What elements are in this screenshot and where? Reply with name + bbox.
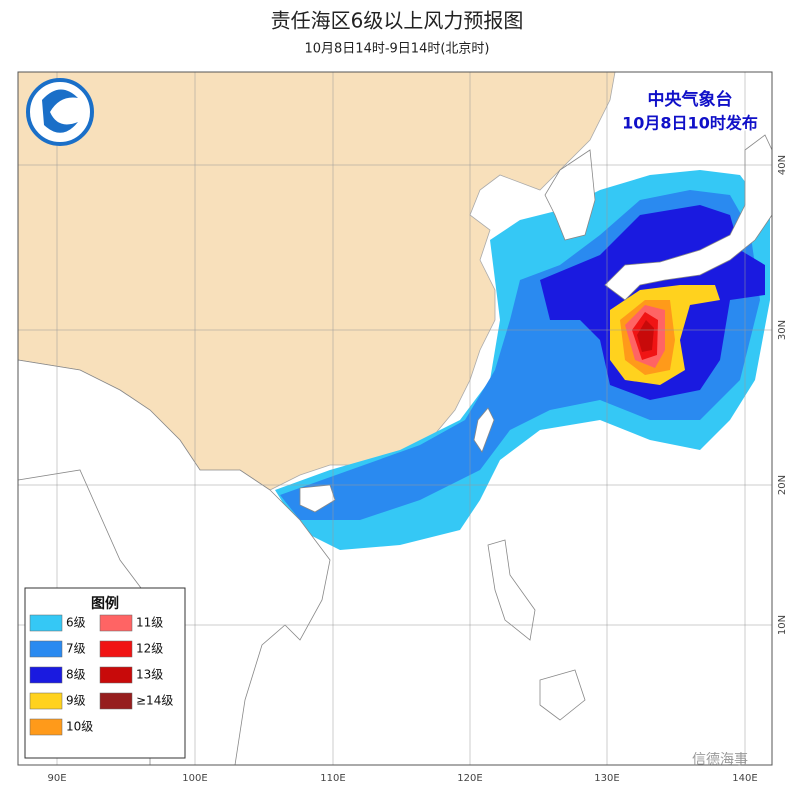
logo-ring bbox=[26, 78, 94, 146]
legend-swatch bbox=[29, 640, 63, 658]
foreign-land bbox=[17, 134, 773, 766]
lon-label: 100E bbox=[182, 773, 207, 784]
hainan bbox=[299, 484, 336, 513]
legend-label: 6级 bbox=[66, 616, 86, 630]
map-frame bbox=[17, 71, 773, 766]
legend-swatch bbox=[99, 640, 133, 658]
lat-label: 30N bbox=[777, 320, 788, 340]
issue-time: 10月8日10时发布 bbox=[622, 114, 758, 133]
map-subtitle: 10月8日14时-9日14时(北京时) bbox=[304, 42, 489, 57]
logo-mark bbox=[42, 89, 78, 133]
korea bbox=[544, 149, 596, 241]
legend-label: 12级 bbox=[136, 642, 163, 656]
lon-label: 110E bbox=[320, 773, 345, 784]
lon-label: 130E bbox=[594, 773, 619, 784]
legend-label: 8级 bbox=[66, 668, 86, 682]
lat-label: 20N bbox=[777, 475, 788, 495]
legend-swatch bbox=[29, 692, 63, 710]
legend-label: 13级 bbox=[136, 668, 163, 682]
graticule bbox=[18, 72, 772, 765]
agency-name: 中央气象台 bbox=[648, 89, 733, 110]
legend-swatch bbox=[99, 666, 133, 684]
logo bbox=[26, 78, 94, 146]
lon-label: 140E bbox=[732, 773, 757, 784]
wind-area bbox=[637, 320, 654, 352]
legend-swatch bbox=[99, 614, 133, 632]
lat-label: 40N bbox=[777, 155, 788, 175]
legend-title: 图例 bbox=[91, 595, 119, 612]
lon-label: 120E bbox=[457, 773, 482, 784]
map-title: 责任海区6级以上风力预报图 bbox=[271, 9, 524, 33]
taiwan bbox=[473, 407, 495, 453]
legend-swatch bbox=[29, 718, 63, 736]
legend-label: 7级 bbox=[66, 642, 86, 656]
legend-label: 9级 bbox=[66, 694, 86, 708]
legend-label: 10级 bbox=[66, 720, 93, 734]
watermark: 信德海事 bbox=[692, 752, 748, 768]
legend-label: 11级 bbox=[136, 616, 163, 630]
legend: 图例 6级 7级 8级 9级 10级 11级 12级 13级 ≥14级 bbox=[24, 587, 186, 759]
legend-swatch bbox=[99, 692, 133, 710]
legend-swatch bbox=[29, 614, 63, 632]
mindanao bbox=[539, 669, 586, 721]
legend-label: ≥14级 bbox=[136, 694, 173, 708]
lon-label: 90E bbox=[47, 773, 66, 784]
legend-swatch bbox=[29, 666, 63, 684]
lat-label: 10N bbox=[777, 615, 788, 635]
